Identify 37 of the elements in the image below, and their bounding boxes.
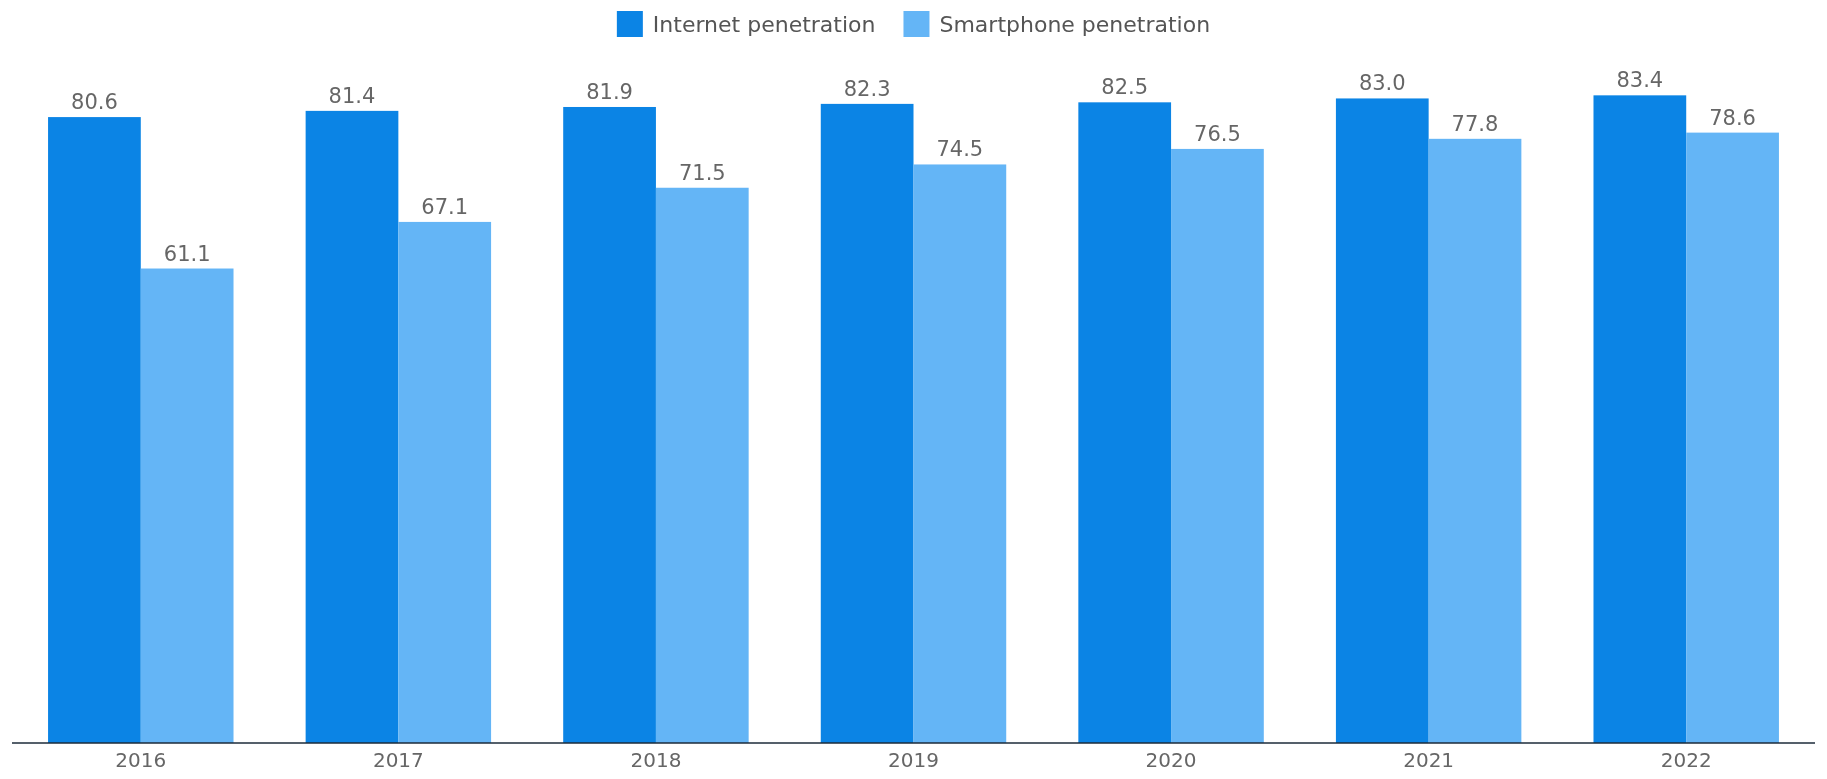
bar: [1335, 98, 1429, 743]
data-label: 67.1: [421, 194, 469, 219]
bar: [655, 187, 749, 743]
legend-label: Internet penetration: [652, 12, 876, 37]
bar: [1428, 138, 1522, 743]
x-tick-label: 2017: [372, 748, 424, 773]
bar: [820, 103, 914, 743]
legend-label: Smartphone penetration: [939, 12, 1211, 37]
bar: [1078, 102, 1172, 743]
data-label: 76.5: [1194, 121, 1241, 146]
data-label: 81.9: [586, 79, 633, 104]
bar: [305, 110, 399, 743]
bar: [563, 106, 656, 743]
bar: [398, 221, 492, 743]
data-label: 61.1: [163, 241, 211, 266]
bar: [1171, 148, 1264, 743]
data-label: 71.5: [678, 160, 726, 185]
bar: [1593, 95, 1687, 743]
data-label: 77.8: [1451, 111, 1499, 136]
data-label: 83.4: [1616, 68, 1664, 93]
data-label: 82.5: [1101, 75, 1149, 100]
bar: [140, 268, 234, 743]
x-tick-label: 2019: [888, 748, 939, 773]
x-tick-label: 2016: [115, 748, 167, 773]
data-label: 83.0: [1358, 71, 1406, 96]
bar: [48, 117, 141, 743]
data-label: 82.3: [843, 76, 891, 101]
data-label: 78.6: [1709, 105, 1756, 130]
x-tick-label: 2022: [1660, 748, 1712, 773]
x-tick-label: 2020: [1145, 748, 1197, 773]
x-tick-label: 2021: [1403, 748, 1455, 773]
bar: [1686, 132, 1779, 743]
data-label: 81.4: [328, 83, 376, 108]
data-label: 80.6: [71, 90, 118, 115]
x-tick-label: 2018: [630, 748, 682, 773]
bar: [913, 164, 1007, 743]
data-label: 74.5: [936, 137, 984, 162]
